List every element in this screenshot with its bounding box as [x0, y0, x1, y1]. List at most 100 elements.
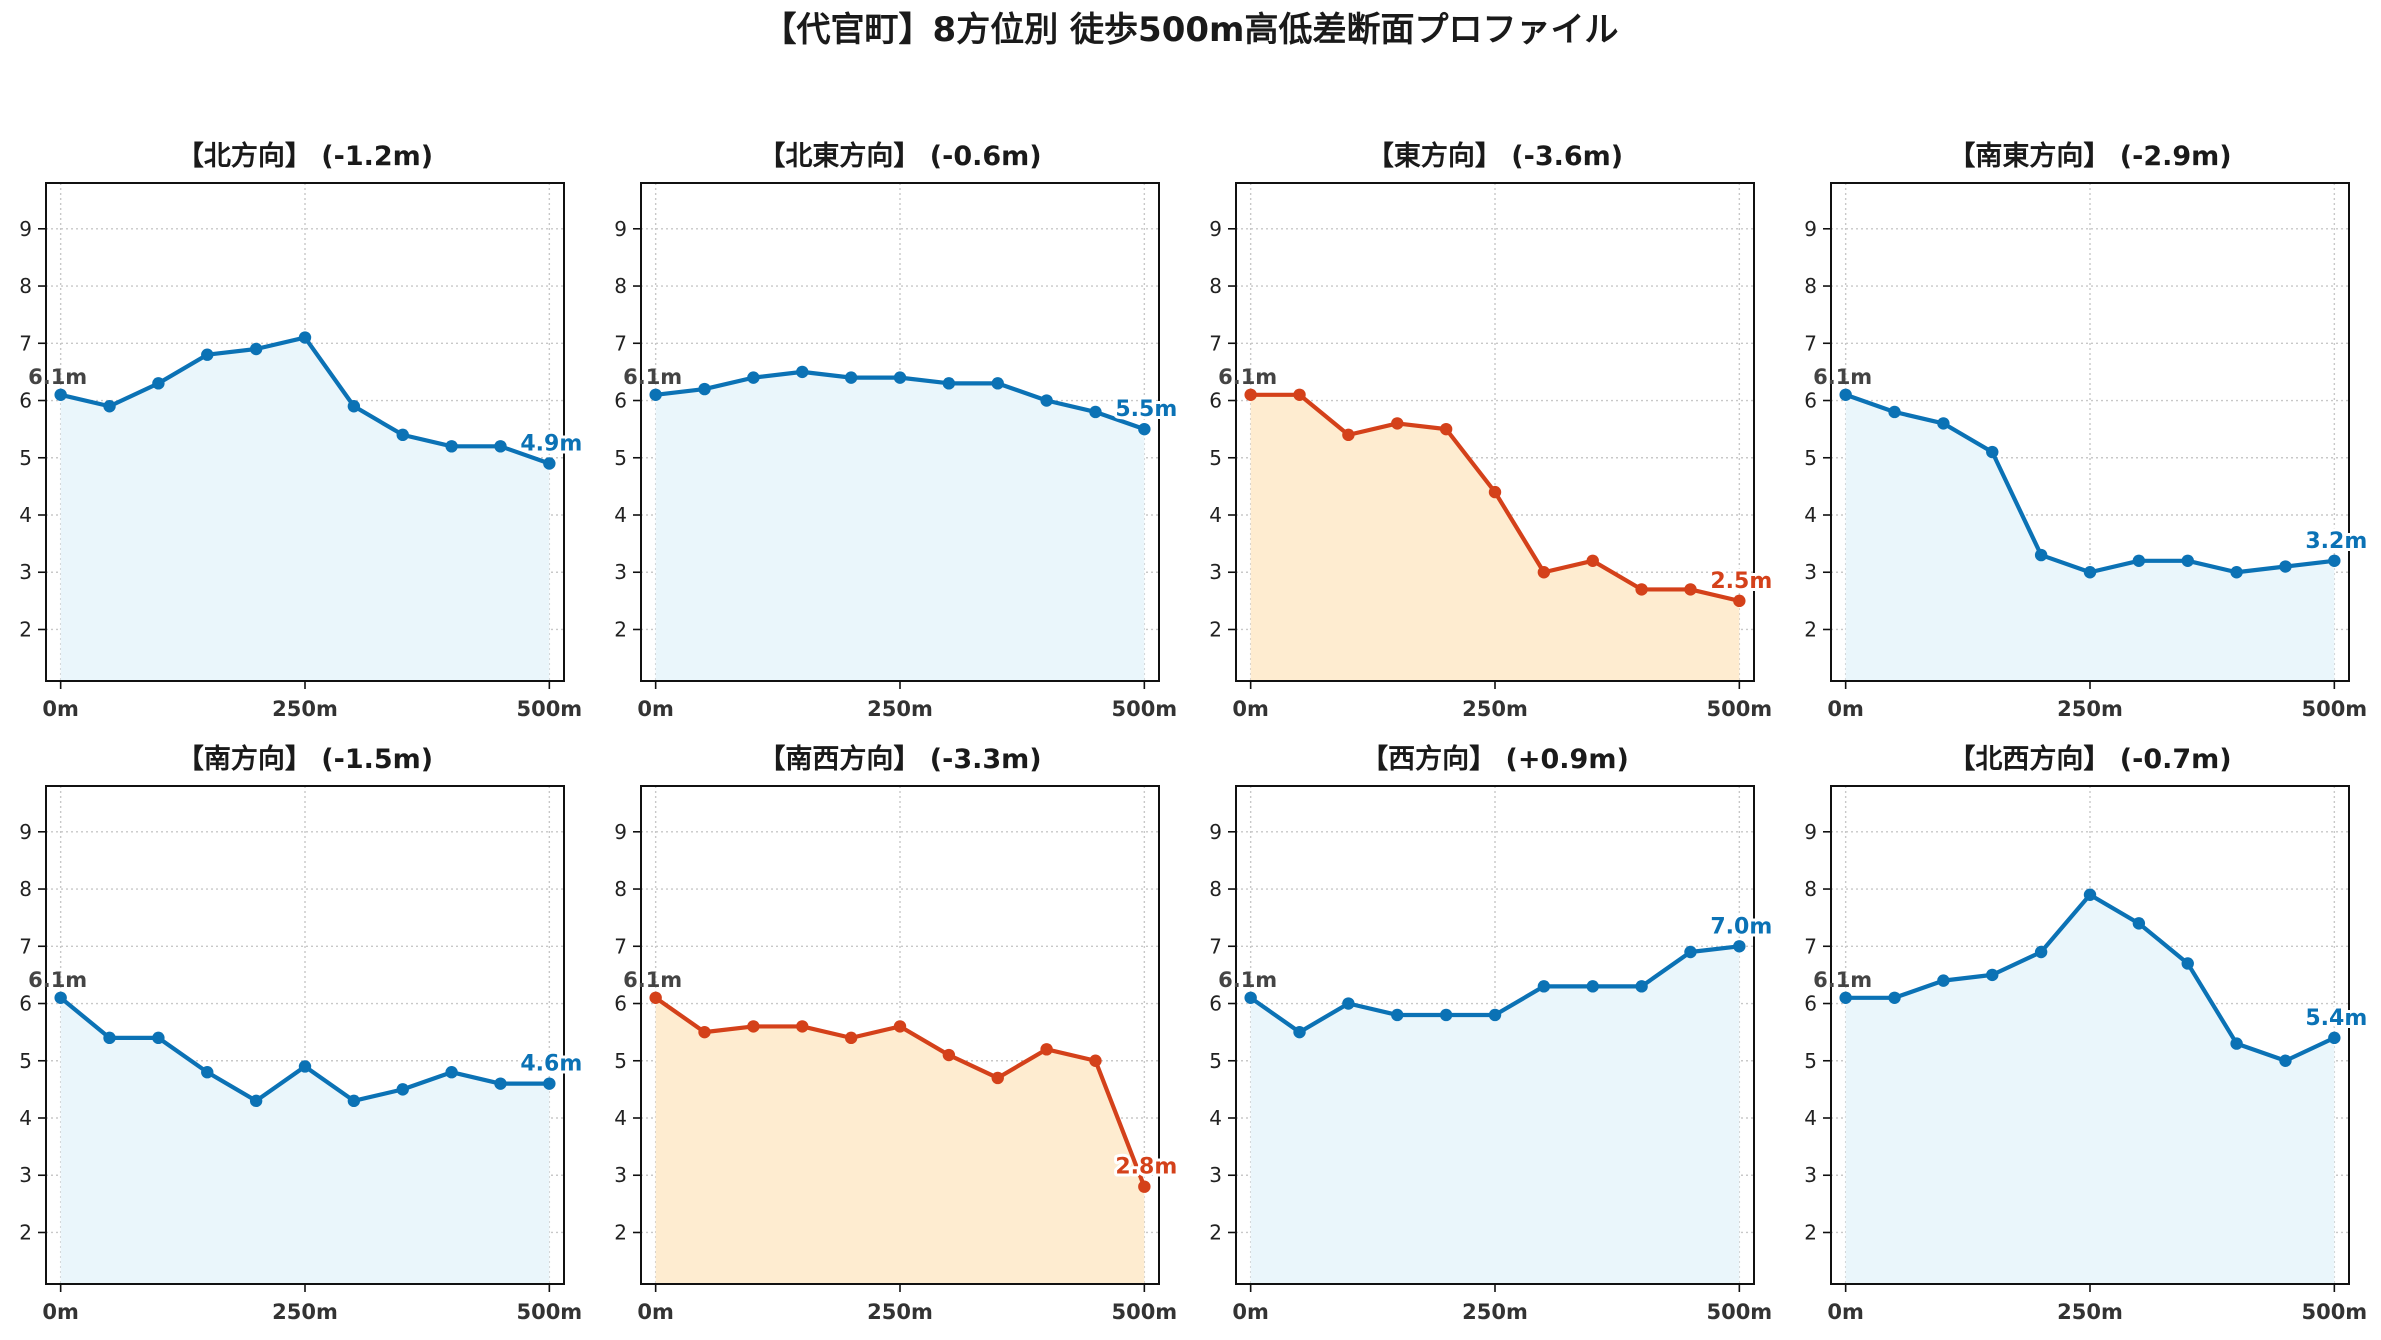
- data-point: [1040, 1043, 1053, 1056]
- y-tick-label: 3: [1804, 1163, 1817, 1187]
- start-elevation-label: 6.1m: [1218, 968, 1277, 992]
- x-tick-label: 250m: [867, 1300, 933, 1324]
- x-tick-label: 0m: [42, 1300, 79, 1324]
- y-tick-label: 8: [1804, 877, 1817, 901]
- data-point: [1586, 554, 1599, 567]
- data-point: [1888, 991, 1901, 1004]
- y-tick-label: 8: [614, 877, 627, 901]
- y-tick-label: 8: [19, 274, 32, 298]
- y-tick-label: 2: [614, 617, 627, 641]
- data-point: [1244, 991, 1257, 1004]
- data-point: [2132, 554, 2146, 567]
- data-point: [494, 1077, 507, 1090]
- data-point: [796, 1020, 809, 1033]
- y-tick-label: 4: [614, 503, 627, 527]
- data-point: [1937, 417, 1950, 430]
- data-point: [445, 440, 458, 453]
- x-tick-label: 0m: [1827, 1300, 1864, 1324]
- data-point: [1684, 583, 1697, 596]
- chart-panel: 【北東方向】 (-0.6m) 2 3 4 5 6 7 8 9 0m 250m 500m 6.1m 5.5m: [614, 140, 1180, 721]
- y-tick-label: 9: [614, 217, 627, 241]
- y-tick-label: 7: [19, 934, 32, 958]
- y-tick-label: 9: [614, 820, 627, 844]
- data-point: [844, 1031, 858, 1045]
- x-tick-label: 500m: [1111, 697, 1177, 721]
- chart-panel: 【南東方向】 (-2.9m) 2 3 4 5 6 7 8 9 0m 250m 500m 6.1m 3.2m: [1804, 140, 2370, 721]
- y-tick-label: 2: [614, 1220, 627, 1244]
- panel-title: 【南方向】 (-1.5m): [177, 743, 433, 775]
- chart-panel: 【西方向】 (+0.9m) 2 3 4 5 6 7 8 9 0m 250m 500m 6.1m 7.0m: [1209, 743, 1775, 1324]
- y-tick-label: 6: [19, 389, 32, 413]
- data-point: [2132, 917, 2146, 930]
- x-tick-label: 250m: [2057, 697, 2123, 721]
- x-tick-label: 500m: [1706, 1300, 1772, 1324]
- data-point: [2083, 888, 2097, 901]
- y-tick-label: 9: [19, 217, 32, 241]
- data-point: [942, 377, 956, 390]
- data-point: [2181, 554, 2194, 567]
- data-point: [1635, 980, 1648, 993]
- data-point: [298, 331, 312, 344]
- data-point: [991, 377, 1004, 390]
- panel-title: 【北西方向】 (-0.7m): [1948, 743, 2231, 775]
- y-tick-label: 7: [1804, 331, 1817, 355]
- chart-panel: 【東方向】 (-3.6m) 2 3 4 5 6 7 8 9 0m 250m 500m 6.1m 2.5m: [1209, 140, 1775, 721]
- data-point: [494, 440, 507, 453]
- y-tick-label: 6: [1804, 389, 1817, 413]
- x-tick-label: 250m: [1462, 1300, 1528, 1324]
- data-point: [249, 342, 263, 356]
- data-point: [1293, 1025, 1306, 1039]
- x-tick-label: 250m: [272, 1300, 338, 1324]
- y-tick-label: 8: [1209, 274, 1222, 298]
- data-point: [103, 400, 116, 413]
- chart-panel: 【南西方向】 (-3.3m) 2 3 4 5 6 7 8 9 0m 250m 500m 6.1m 2.8m: [614, 743, 1180, 1324]
- y-tick-label: 8: [1209, 877, 1222, 901]
- y-tick-label: 5: [19, 1049, 32, 1073]
- end-elevation-label: 5.5m: [1115, 397, 1177, 422]
- data-point: [1089, 405, 1102, 419]
- data-point: [103, 1031, 116, 1045]
- chart-panel: 【南方向】 (-1.5m) 2 3 4 5 6 7 8 9 0m 250m 500m 6.1m 4.6m: [19, 743, 585, 1324]
- data-point: [1342, 997, 1355, 1010]
- data-point: [2034, 945, 2048, 959]
- start-elevation-label: 6.1m: [1813, 968, 1872, 992]
- y-tick-label: 9: [1209, 217, 1222, 241]
- x-tick-label: 0m: [637, 1300, 674, 1324]
- data-point: [649, 991, 662, 1004]
- y-tick-label: 3: [19, 1163, 32, 1187]
- data-point: [1986, 445, 1999, 459]
- end-elevation-label: 5.4m: [2305, 1006, 2367, 1031]
- data-point: [1937, 974, 1950, 987]
- data-point: [54, 991, 67, 1004]
- data-point: [543, 1077, 556, 1090]
- y-tick-label: 4: [614, 1106, 627, 1130]
- y-tick-label: 6: [1209, 389, 1222, 413]
- data-point: [543, 457, 556, 470]
- data-point: [1986, 968, 1999, 982]
- x-tick-label: 0m: [1232, 1300, 1269, 1324]
- y-tick-label: 9: [1209, 820, 1222, 844]
- data-point: [1089, 1054, 1102, 1067]
- data-point: [396, 1083, 409, 1096]
- start-elevation-label: 6.1m: [623, 968, 682, 992]
- data-point: [747, 371, 760, 384]
- y-tick-label: 2: [1209, 617, 1222, 641]
- data-point: [1342, 428, 1355, 442]
- data-point: [54, 388, 67, 401]
- data-point: [249, 1094, 263, 1108]
- x-tick-label: 500m: [2301, 697, 2367, 721]
- data-point: [396, 428, 409, 442]
- x-tick-label: 0m: [42, 697, 79, 721]
- data-point: [2034, 548, 2048, 562]
- y-tick-label: 4: [1209, 1106, 1222, 1130]
- data-point: [1733, 940, 1746, 953]
- y-tick-label: 3: [1209, 560, 1222, 584]
- data-point: [1244, 388, 1257, 401]
- elevation-area: [655, 371, 1145, 681]
- data-point: [1040, 394, 1053, 407]
- elevation-area: [60, 337, 550, 681]
- y-tick-label: 5: [1209, 446, 1222, 470]
- x-tick-label: 500m: [1706, 697, 1772, 721]
- y-tick-label: 5: [19, 446, 32, 470]
